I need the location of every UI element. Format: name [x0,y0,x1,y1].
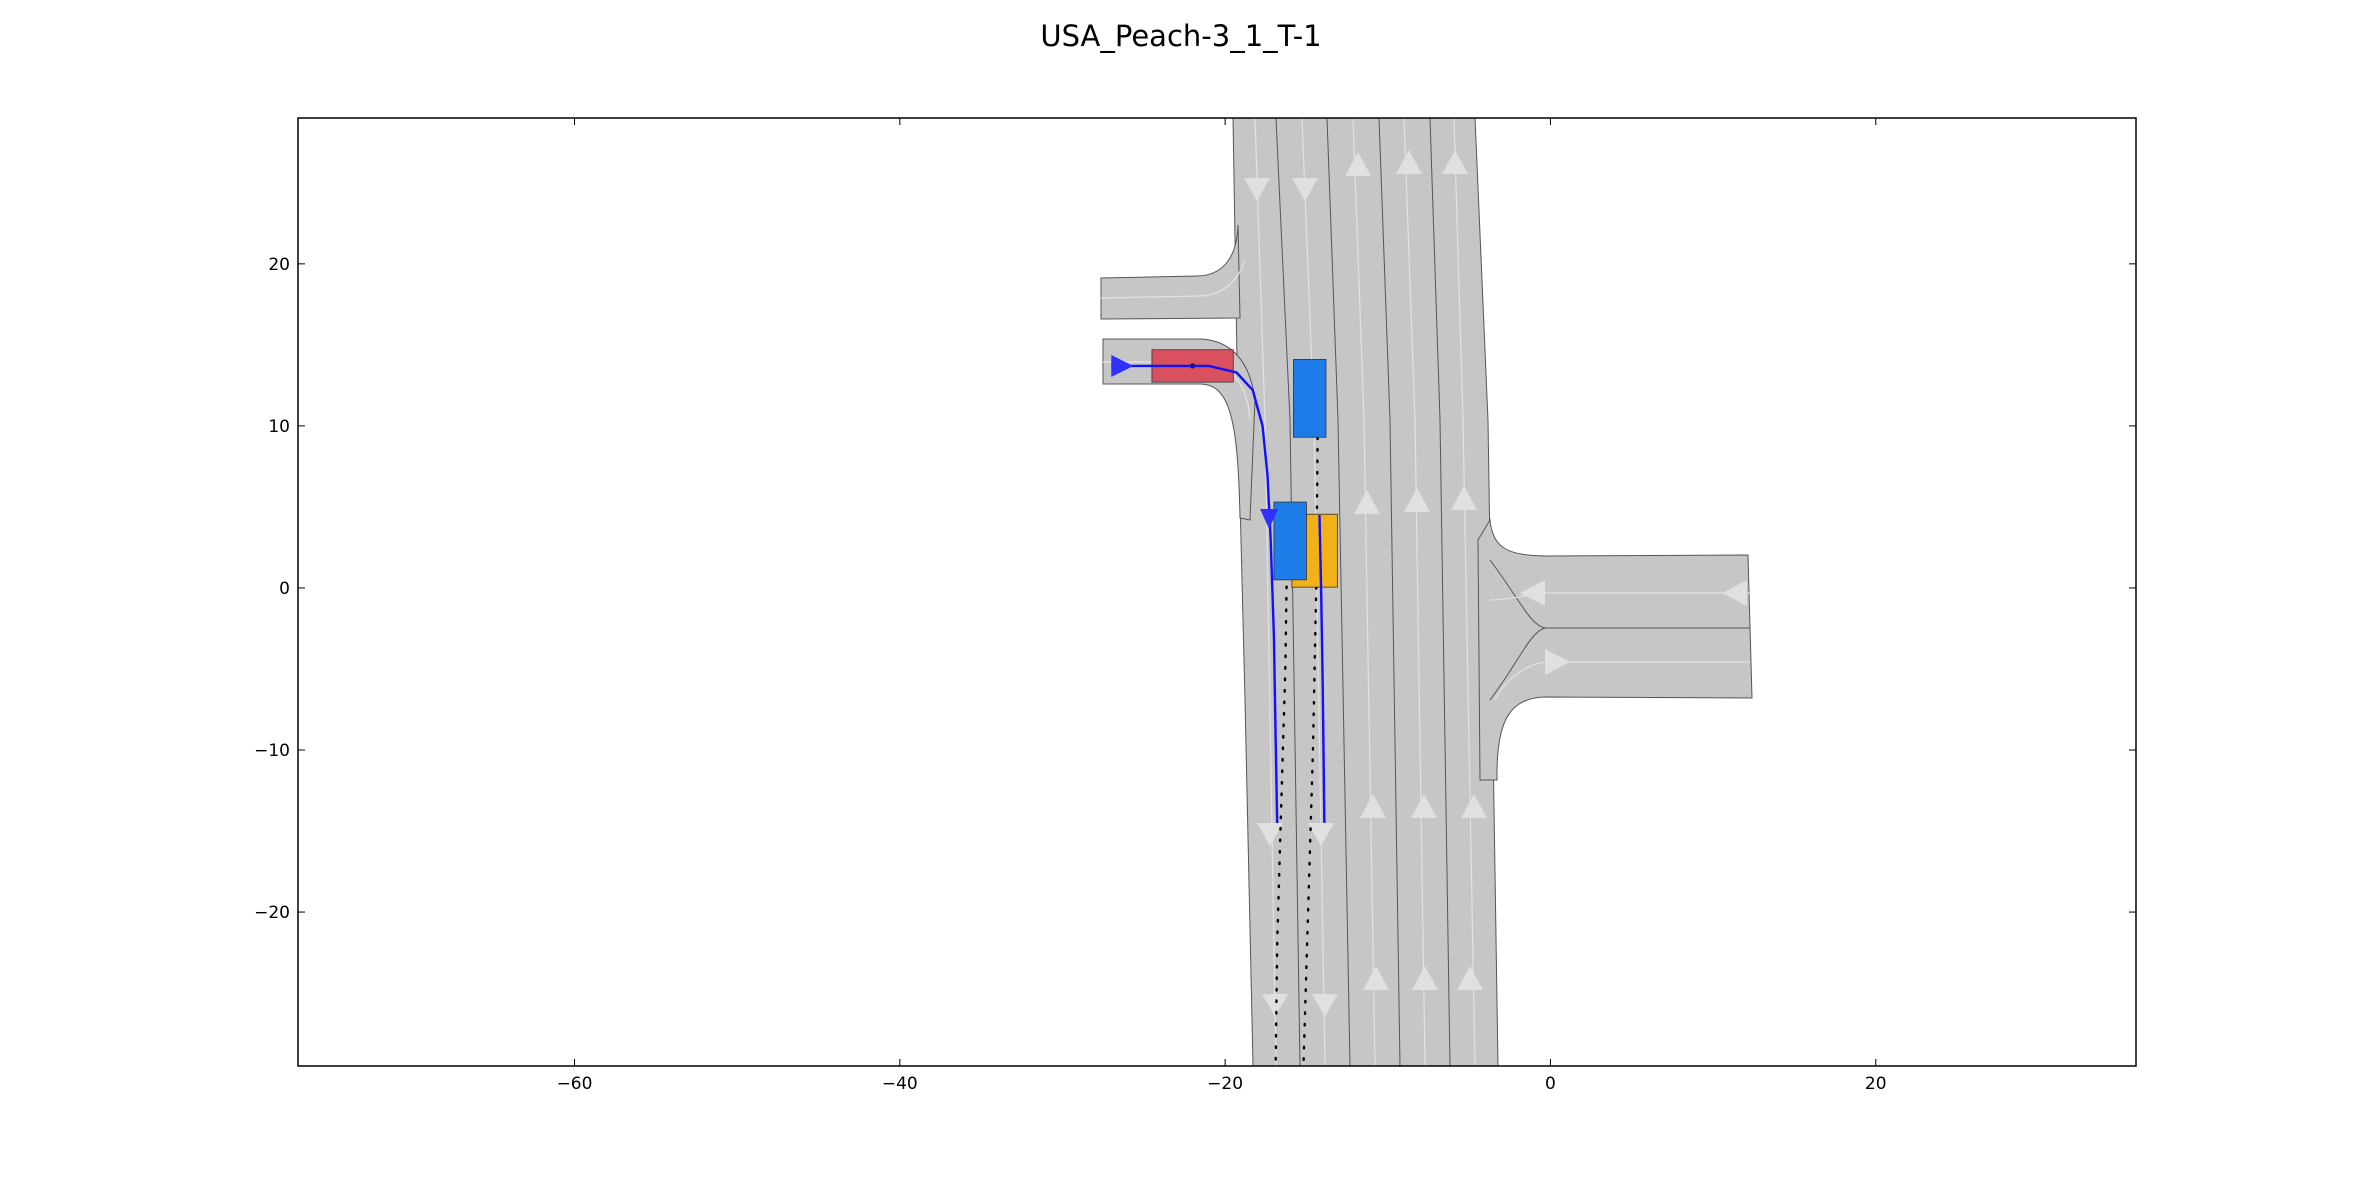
plot-area: −60 −40 −20 0 20 20 10 0 −10 −20 [254,117,2137,1094]
arrow-up-icon [1457,966,1483,990]
arrow-down-icon [1244,178,1270,201]
y-tick-label: −10 [254,741,290,761]
west-lower-road [1102,338,1256,521]
x-tick-label: −60 [557,1074,593,1094]
arrow-up-icon [1451,486,1477,510]
x-tick-label: −20 [1207,1074,1243,1094]
arrow-up-icon [1412,966,1438,990]
lane-centerlines [1100,118,1750,1066]
road-network [1100,118,1753,1066]
prediction-track [1274,562,1289,1066]
x-tick-label: 20 [1865,1074,1887,1094]
arrow-right-icon [1545,649,1570,675]
lane-dividers [1275,118,1750,1066]
arrow-up-icon [1354,490,1380,514]
arrow-down-icon [1262,994,1288,1017]
direction-arrow-icon [1260,509,1279,530]
figure-title: USA_Peach-3_1_T-1 [1040,19,1321,53]
arrow-up-icon [1345,152,1371,176]
planned-path [1111,364,1279,823]
arrow-left-icon [1520,580,1545,606]
obstacle-vehicle [1293,359,1327,438]
arrow-down-icon [1257,823,1283,846]
obstacle-vehicle [1273,501,1307,581]
arrow-up-icon [1404,488,1430,512]
plot-background [298,118,2136,1066]
arrow-up-icon [1363,966,1389,990]
arrow-down-icon [1312,994,1338,1017]
arrow-left-icon [1722,580,1747,606]
x-tick-label: 0 [1545,1074,1556,1094]
y-axis: 20 10 0 −10 −20 [254,255,2136,923]
arrow-down-icon [1308,823,1334,846]
plot-frame [297,117,2137,1067]
start-arrow-icon [1111,354,1134,377]
arrow-up-icon [1461,794,1487,818]
y-tick-label: 10 [268,417,290,437]
arrow-up-icon [1411,794,1437,818]
x-tick-label: −40 [882,1074,918,1094]
secondary-path [1318,514,1326,823]
east-road [1477,518,1753,781]
arrow-up-icon [1360,794,1386,818]
y-tick-label: 20 [268,255,290,275]
scene-objects [1111,349,1338,1066]
y-tick-label: 0 [279,579,290,599]
arrow-down-icon [1292,178,1318,201]
x-axis: −60 −40 −20 0 20 [557,118,1887,1094]
arrow-up-icon [1442,150,1468,174]
y-tick-label: −20 [254,903,290,923]
lane-direction-arrows [1244,150,1747,1017]
arrow-up-icon [1396,150,1422,174]
